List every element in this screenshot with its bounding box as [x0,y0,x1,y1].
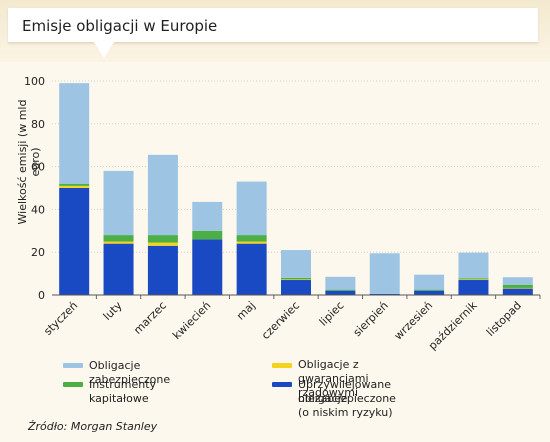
x-tick-label: czerwiec [259,299,302,342]
bar-segment-covered [147,154,178,236]
x-tick-label: styczeń [41,299,80,338]
bar-segment-senior [281,280,311,295]
bar-segment-senior [147,245,178,295]
bar-segment-covered [458,252,489,279]
bar-segment-guaranteed [59,185,90,188]
chart-title: Emisje obligacji w Europie [22,17,218,35]
legend-swatch-guaranteed [272,363,292,368]
x-tick-label: marzec [131,299,169,337]
bar-segment-equity [281,277,311,280]
bar-segment-guaranteed [103,241,134,244]
bar-segment-equity [59,183,90,186]
bar-segment-equity [458,278,489,280]
x-tick-label: sierpień [351,299,391,339]
x-tick-label: luty [101,299,125,323]
bar-segment-equity [325,289,356,291]
bar-segment-senior [325,290,356,295]
bar-segment-senior [192,239,223,295]
x-tick-label: październik [426,298,480,352]
bar-segment-equity [103,235,134,242]
y-tick-label: 100 [24,75,45,88]
bar-segment-covered [59,83,90,184]
bar-segment-equity [192,230,223,240]
legend-label-covered: Obligacje zabezpieczone [89,359,171,386]
legend-swatch-covered [63,363,83,368]
bar-segment-equity [502,284,533,288]
bar-segment-senior [414,290,445,295]
legend-label-senior-line2: niezabezpieczone (o niskim ryzyku) [298,392,396,419]
bar-segment-covered [502,277,533,285]
bar-segment-covered [281,250,311,278]
x-tick-label: lipiec [317,299,347,329]
legend-swatch-equity [63,382,83,387]
bar-segment-covered [369,253,400,294]
bar-segment-senior [103,243,134,295]
bar-segment-senior [458,280,489,295]
bar-segment-equity [414,289,445,291]
bar-segment-covered [192,201,223,231]
y-tick-label: 20 [31,246,45,259]
source-note: Źródło: Morgan Stanley [28,420,158,433]
title-box [8,8,538,43]
bar-segment-equity [236,235,267,242]
y-tick-label: 40 [31,203,45,216]
bar-segment-guaranteed [458,279,489,281]
bar-segment-covered [414,274,445,290]
legend-label-guaranteed: Obligacje z gwarancjami rządowymi [298,358,369,399]
title-callout-tail [94,42,114,58]
bar-segment-senior [502,288,533,295]
bar-segment-senior [369,293,400,295]
x-tick-label: listopad [484,299,524,339]
legend-label-senior-line1: Uprzywilejowane obligacje [298,378,391,405]
bar-segment-senior [236,243,267,295]
bar-segment-guaranteed [281,279,311,281]
y-tick-label: 60 [31,161,45,174]
legend-swatch-senior [272,382,292,387]
bar-segment-covered [103,170,134,236]
y-tick-label: 80 [31,118,45,131]
bar-segment-senior [59,188,90,295]
x-tick-label: maj [234,299,258,323]
legend-label-equity: Instrumenty kapitałowe [89,378,157,405]
bar-segment-covered [325,276,356,290]
x-tick-label: kwiecień [170,299,213,342]
bar-chart: 0 20 40 60 80 100 styczeń luty marzec kwiecień maj… [24,75,541,353]
x-tick-label: wrzesień [392,299,436,343]
bar-segment-guaranteed [502,287,533,289]
bar-segment-equity [147,235,178,243]
bar-segment-covered [236,181,267,236]
bar-segment-guaranteed [147,242,178,246]
bar-segment-guaranteed [236,241,267,244]
y-tick-label: 0 [38,289,45,302]
